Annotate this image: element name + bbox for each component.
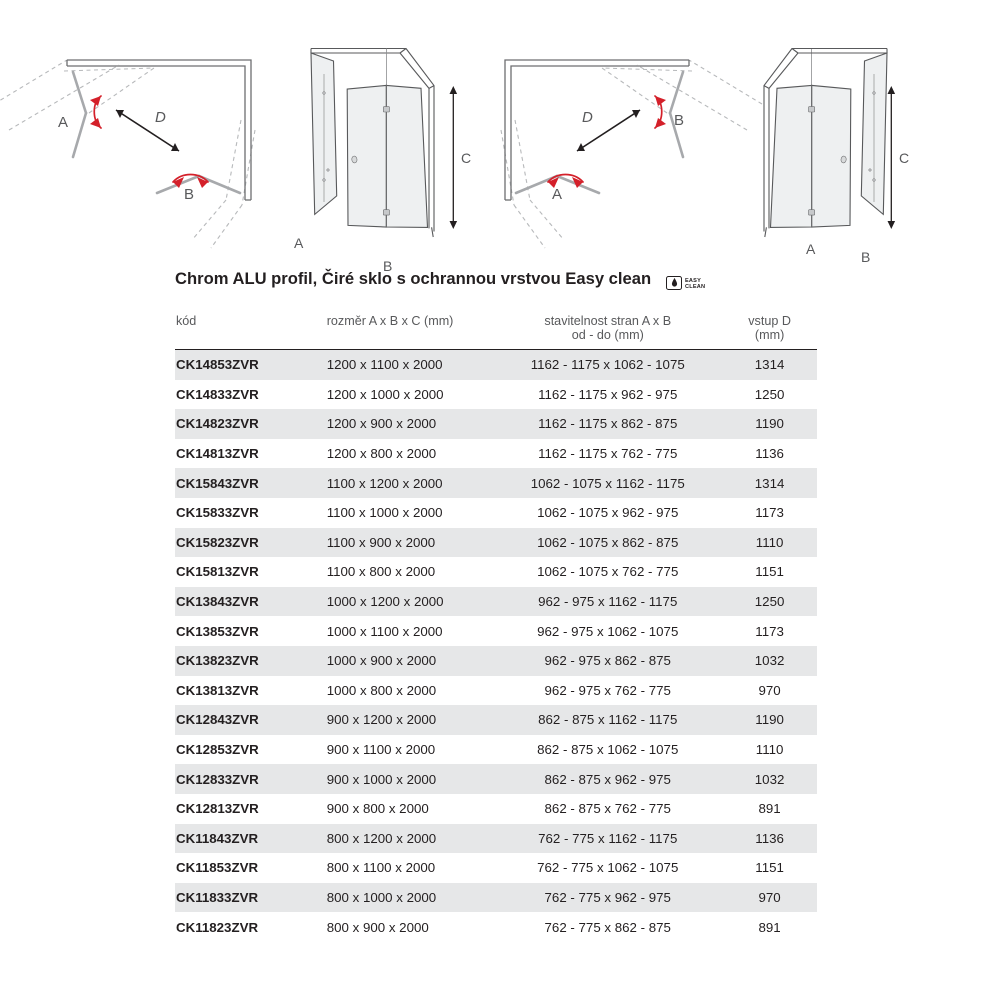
svg-text:A: A	[294, 235, 304, 251]
svg-text:A: A	[552, 186, 562, 203]
svg-text:C: C	[899, 150, 909, 166]
svg-text:C: C	[461, 150, 471, 166]
svg-text:B: B	[674, 112, 684, 129]
svg-text:D: D	[582, 109, 593, 126]
svg-text:A: A	[806, 241, 816, 257]
svg-text:B: B	[861, 249, 870, 265]
svg-text:B: B	[184, 186, 194, 203]
svg-text:D: D	[155, 109, 166, 126]
svg-text:A: A	[58, 114, 68, 131]
